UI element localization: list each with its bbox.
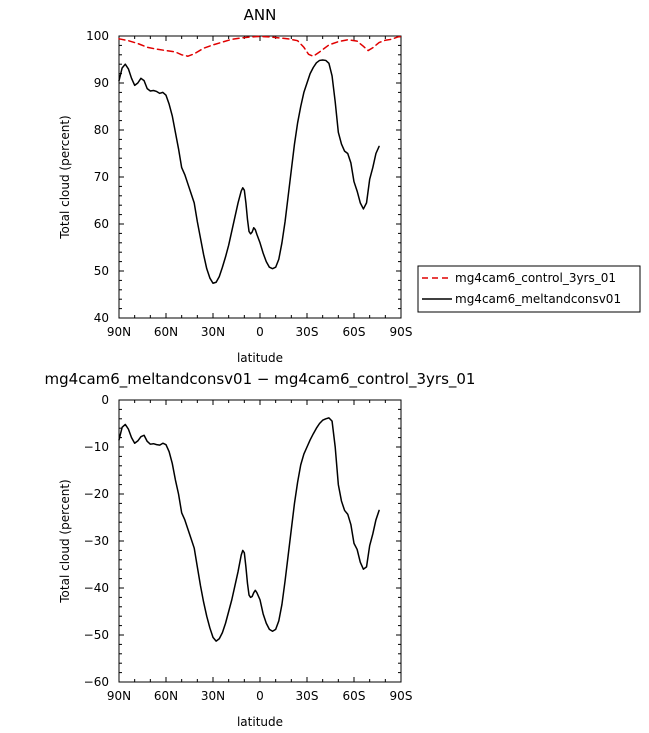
top-series-lines <box>118 35 402 284</box>
top-xtick-label: 90S <box>390 325 413 339</box>
top-ytick-label: 40 <box>94 311 109 325</box>
bottom-xtick-label: 0 <box>256 689 264 703</box>
bottom-xlabel: latitude <box>237 715 283 729</box>
top-xlabel: latitude <box>237 351 283 365</box>
bottom-xtick-label: 30S <box>296 689 319 703</box>
bottom-ytick-label: 0 <box>101 393 109 407</box>
bottom-panel: mg4cam6_meltandconsv01 − mg4cam6_control… <box>45 370 476 729</box>
top-xtick-label: 30S <box>296 325 319 339</box>
bottom-chart-title: mg4cam6_meltandconsv01 − mg4cam6_control… <box>45 370 476 389</box>
top-ytick-label: 90 <box>94 76 109 90</box>
top-series-line-1 <box>118 59 380 284</box>
top-chart-title: ANN <box>244 6 277 24</box>
bottom-ytick-label: −60 <box>84 675 109 689</box>
legend: mg4cam6_control_3yrs_01 mg4cam6_meltandc… <box>417 265 641 313</box>
bottom-xtick-label: 90S <box>390 689 413 703</box>
top-ytick-label: 60 <box>94 217 109 231</box>
bottom-xtick-label: 60S <box>343 689 366 703</box>
bottom-ylabel: Total cloud (percent) <box>58 479 72 603</box>
bottom-ytick-label: −20 <box>84 487 109 501</box>
top-ytick-label: 50 <box>94 264 109 278</box>
top-xtick-label: 0 <box>256 325 264 339</box>
bottom-ytick-label: −30 <box>84 534 109 548</box>
top-ytick-label: 80 <box>94 123 109 137</box>
bottom-series-line-0 <box>118 417 380 642</box>
bottom-ytick-label: −50 <box>84 628 109 642</box>
top-ylabel: Total cloud (percent) <box>58 115 72 239</box>
legend-label-control: mg4cam6_control_3yrs_01 <box>455 271 616 285</box>
legend-label-melt: mg4cam6_meltandconsv01 <box>455 292 621 306</box>
legend-box <box>417 265 641 313</box>
bottom-axis-ticks: 90N 60N 30N 0 30S 60S 90S −60 −50 −40 −30 −20 −10 0 <box>84 393 413 703</box>
top-xtick-label: 30N <box>201 325 225 339</box>
top-ytick-label: 100 <box>86 29 109 43</box>
top-xtick-label: 90N <box>107 325 131 339</box>
bottom-xtick-label: 90N <box>107 689 131 703</box>
top-series-line-0 <box>118 35 402 57</box>
top-xtick-label: 60N <box>154 325 178 339</box>
top-xtick-label: 60S <box>343 325 366 339</box>
top-ytick-label: 70 <box>94 170 109 184</box>
top-panel: ANN 90N 60N 30N 0 30S 60S 90S 40 50 60 70 80 90 100 T… <box>58 6 412 365</box>
bottom-xtick-label: 30N <box>201 689 225 703</box>
top-plot-frame <box>118 35 402 319</box>
top-axis-ticks: 90N 60N 30N 0 30S 60S 90S 40 50 60 70 80 90 100 <box>86 29 412 339</box>
bottom-series-lines <box>118 417 380 642</box>
bottom-ytick-label: −40 <box>84 581 109 595</box>
bottom-ytick-label: −10 <box>84 440 109 454</box>
bottom-plot-frame <box>118 399 402 683</box>
bottom-xtick-label: 60N <box>154 689 178 703</box>
